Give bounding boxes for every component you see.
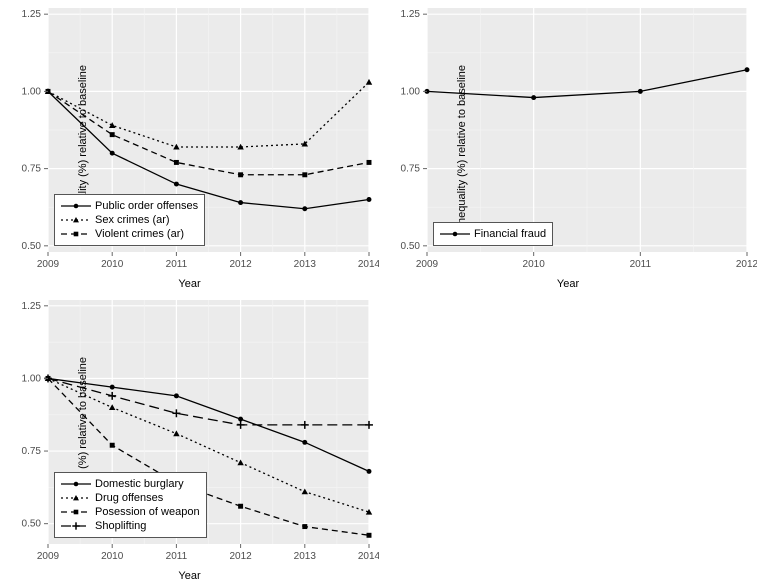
legend-swatch-icon [440,228,470,240]
svg-text:2010: 2010 [101,259,124,270]
legend-label: Domestic burglary [95,477,184,491]
legend-swatch-icon [61,228,91,240]
svg-text:2010: 2010 [101,551,124,562]
legend: Public order offenses Sex crimes (ar) Vi… [54,194,205,246]
svg-text:2011: 2011 [166,551,188,562]
legend-swatch-icon [61,520,91,532]
x-axis-title: Year [178,570,200,582]
legend-item: Drug offenses [61,491,200,505]
chart-grid: 0.50 0.75 1.00 1.25 2009 2010 2011 2012 2013 2014… [0,0,757,584]
legend-label: Posession of weapon [95,505,200,519]
svg-text:1.25: 1.25 [401,9,421,20]
svg-text:1.00: 1.00 [401,86,421,97]
legend-item: Shoplifting [61,519,200,533]
y-axis-title: Inequality (%) relative to baseline [456,65,468,227]
svg-text:0.75: 0.75 [22,446,42,457]
legend-item: Sex crimes (ar) [61,213,198,227]
svg-text:0.50: 0.50 [22,519,42,530]
x-axis-title: Year [178,278,200,290]
legend-label: Violent crimes (ar) [95,227,184,241]
svg-text:0.75: 0.75 [401,164,421,175]
svg-text:2012: 2012 [229,259,252,270]
svg-text:0.50: 0.50 [401,241,421,252]
svg-text:2012: 2012 [736,259,757,270]
svg-text:1.00: 1.00 [22,86,42,97]
legend-label: Shoplifting [95,519,146,533]
legend-item: Domestic burglary [61,477,200,491]
legend-label: Public order offenses [95,199,198,213]
svg-text:2009: 2009 [37,551,60,562]
svg-text:2014: 2014 [358,551,379,562]
legend-swatch-icon [61,478,91,490]
svg-text:2011: 2011 [166,259,188,270]
svg-text:1.25: 1.25 [22,9,42,20]
svg-text:2010: 2010 [523,259,546,270]
legend-swatch-icon [61,214,91,226]
legend: Domestic burglary Drug offenses Posessio… [54,472,207,538]
svg-text:2012: 2012 [229,551,252,562]
panel-bottom-right-empty [379,292,757,584]
legend-label: Drug offenses [95,491,163,505]
legend-item: Public order offenses [61,199,198,213]
legend-item: Financial fraud [440,227,546,241]
svg-text:2009: 2009 [416,259,439,270]
legend-label: Financial fraud [474,227,546,241]
svg-text:0.50: 0.50 [22,241,42,252]
legend-swatch-icon [61,506,91,518]
legend-swatch-icon [61,492,91,504]
legend-label: Sex crimes (ar) [95,213,170,227]
legend: Financial fraud [433,222,553,246]
panel-top-left: 0.50 0.75 1.00 1.25 2009 2010 2011 2012 2013 2014… [0,0,379,292]
svg-text:1.25: 1.25 [22,301,42,312]
svg-text:2011: 2011 [630,259,652,270]
legend-swatch-icon [61,200,91,212]
panel-top-right: 0.50 0.75 1.00 1.25 2009 2010 2011 2012 Inequali… [379,0,757,292]
panel-bottom-left: 0.50 0.75 1.00 1.25 2009 2010 2011 2012 2013 2014… [0,292,379,584]
svg-text:0.75: 0.75 [22,164,42,175]
x-axis-title: Year [557,278,579,290]
svg-text:2013: 2013 [294,259,317,270]
svg-text:2014: 2014 [358,259,379,270]
legend-item: Violent crimes (ar) [61,227,198,241]
legend-item: Posession of weapon [61,505,200,519]
svg-text:2013: 2013 [294,551,317,562]
svg-text:2009: 2009 [37,259,60,270]
svg-text:1.00: 1.00 [22,373,42,384]
